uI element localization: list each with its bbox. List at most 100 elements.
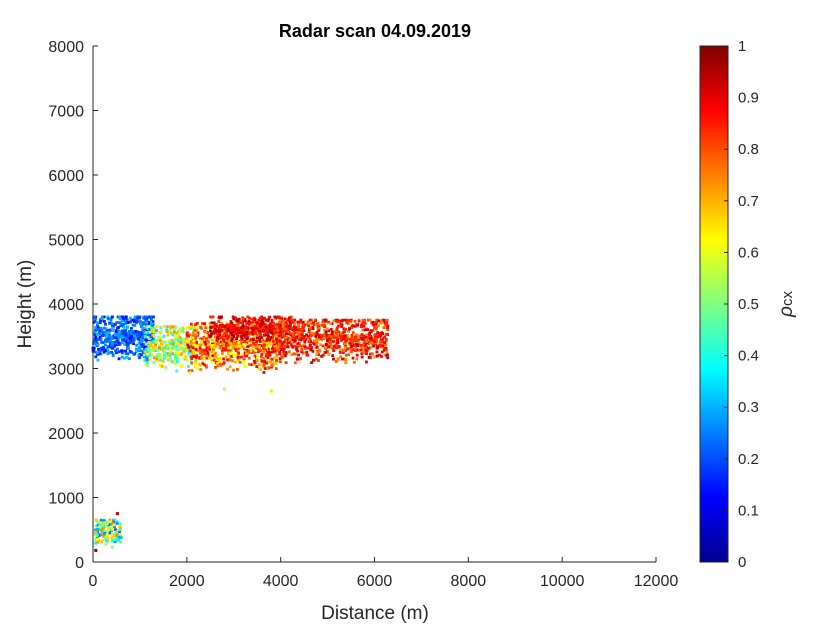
- data-point: [275, 329, 279, 332]
- data-point: [227, 346, 231, 350]
- data-point: [373, 326, 376, 330]
- data-point: [116, 334, 120, 338]
- data-point: [117, 315, 121, 319]
- data-point: [307, 324, 310, 328]
- data-point: [338, 348, 342, 351]
- data-point: [204, 334, 208, 338]
- data-point: [294, 328, 297, 332]
- data-point: [270, 357, 274, 361]
- data-point: [275, 337, 279, 341]
- data-point: [199, 341, 203, 345]
- data-point: [128, 329, 132, 333]
- data-point: [272, 321, 275, 325]
- data-point: [255, 336, 259, 340]
- data-point: [150, 353, 154, 357]
- data-point: [365, 349, 369, 353]
- data-point: [249, 349, 253, 353]
- data-point: [102, 315, 106, 319]
- data-point: [365, 360, 368, 364]
- data-point: [241, 324, 245, 328]
- data-point: [126, 321, 130, 324]
- data-point: [272, 343, 276, 347]
- data-point: [243, 354, 247, 358]
- data-point: [143, 317, 147, 321]
- data-point: [182, 356, 186, 360]
- data-point: [285, 342, 289, 346]
- data-point: [128, 357, 131, 361]
- data-point: [226, 341, 230, 345]
- data-point: [222, 357, 226, 361]
- data-point: [166, 358, 170, 362]
- data-point: [155, 325, 159, 328]
- data-point: [366, 333, 370, 337]
- data-point: [212, 325, 216, 328]
- data-point: [381, 344, 384, 348]
- data-point: [124, 316, 128, 320]
- data-point: [324, 318, 327, 322]
- data-point: [337, 345, 341, 348]
- data-point: [380, 350, 384, 354]
- data-point: [353, 338, 357, 341]
- data-point: [349, 319, 353, 323]
- data-point: [120, 349, 123, 353]
- data-point: [276, 345, 280, 349]
- data-point: [236, 330, 240, 334]
- data-point: [92, 339, 96, 343]
- data-point: [383, 320, 387, 324]
- data-point: [214, 335, 217, 339]
- data-point: [353, 344, 357, 348]
- data-point: [115, 534, 119, 537]
- data-point: [344, 327, 347, 331]
- data-point: [335, 341, 339, 345]
- data-point: [137, 349, 141, 353]
- data-point: [106, 317, 110, 320]
- data-point: [118, 533, 122, 536]
- data-point: [353, 360, 356, 364]
- data-point: [186, 340, 190, 344]
- data-point: [229, 331, 233, 335]
- data-point: [346, 347, 350, 351]
- data-point: [229, 320, 233, 323]
- data-point: [243, 349, 247, 353]
- data-point: [226, 324, 230, 327]
- data-point: [269, 322, 272, 326]
- data-point: [163, 340, 167, 344]
- data-point: [167, 339, 171, 343]
- data-point: [191, 336, 195, 340]
- data-point: [203, 363, 207, 367]
- data-point: [361, 348, 365, 352]
- data-point: [105, 532, 109, 536]
- data-point: [231, 359, 234, 363]
- data-point: [113, 538, 117, 542]
- data-point: [246, 315, 250, 319]
- data-point: [232, 334, 236, 338]
- data-point: [190, 355, 194, 359]
- data-point: [307, 339, 311, 343]
- data-point: [299, 320, 302, 324]
- data-point: [236, 345, 239, 348]
- data-point: [221, 342, 224, 346]
- data-point: [267, 334, 270, 338]
- data-point: [117, 357, 121, 361]
- data-point: [184, 343, 187, 347]
- data-point: [229, 326, 233, 330]
- data-point: [116, 538, 120, 542]
- data-point: [369, 336, 373, 340]
- data-point: [382, 346, 386, 349]
- data-point: [329, 328, 333, 331]
- data-point: [163, 354, 166, 358]
- data-point: [376, 345, 380, 349]
- data-point: [327, 343, 331, 347]
- data-point: [266, 337, 269, 341]
- data-point: [111, 322, 114, 326]
- data-point: [351, 356, 355, 360]
- data-point: [240, 355, 244, 359]
- data-point: [209, 329, 212, 333]
- data-point: [311, 349, 315, 353]
- data-point: [229, 324, 233, 327]
- data-point: [218, 333, 222, 337]
- data-point: [288, 338, 292, 341]
- data-point: [379, 340, 383, 344]
- data-point: [353, 335, 357, 339]
- data-point: [361, 328, 365, 332]
